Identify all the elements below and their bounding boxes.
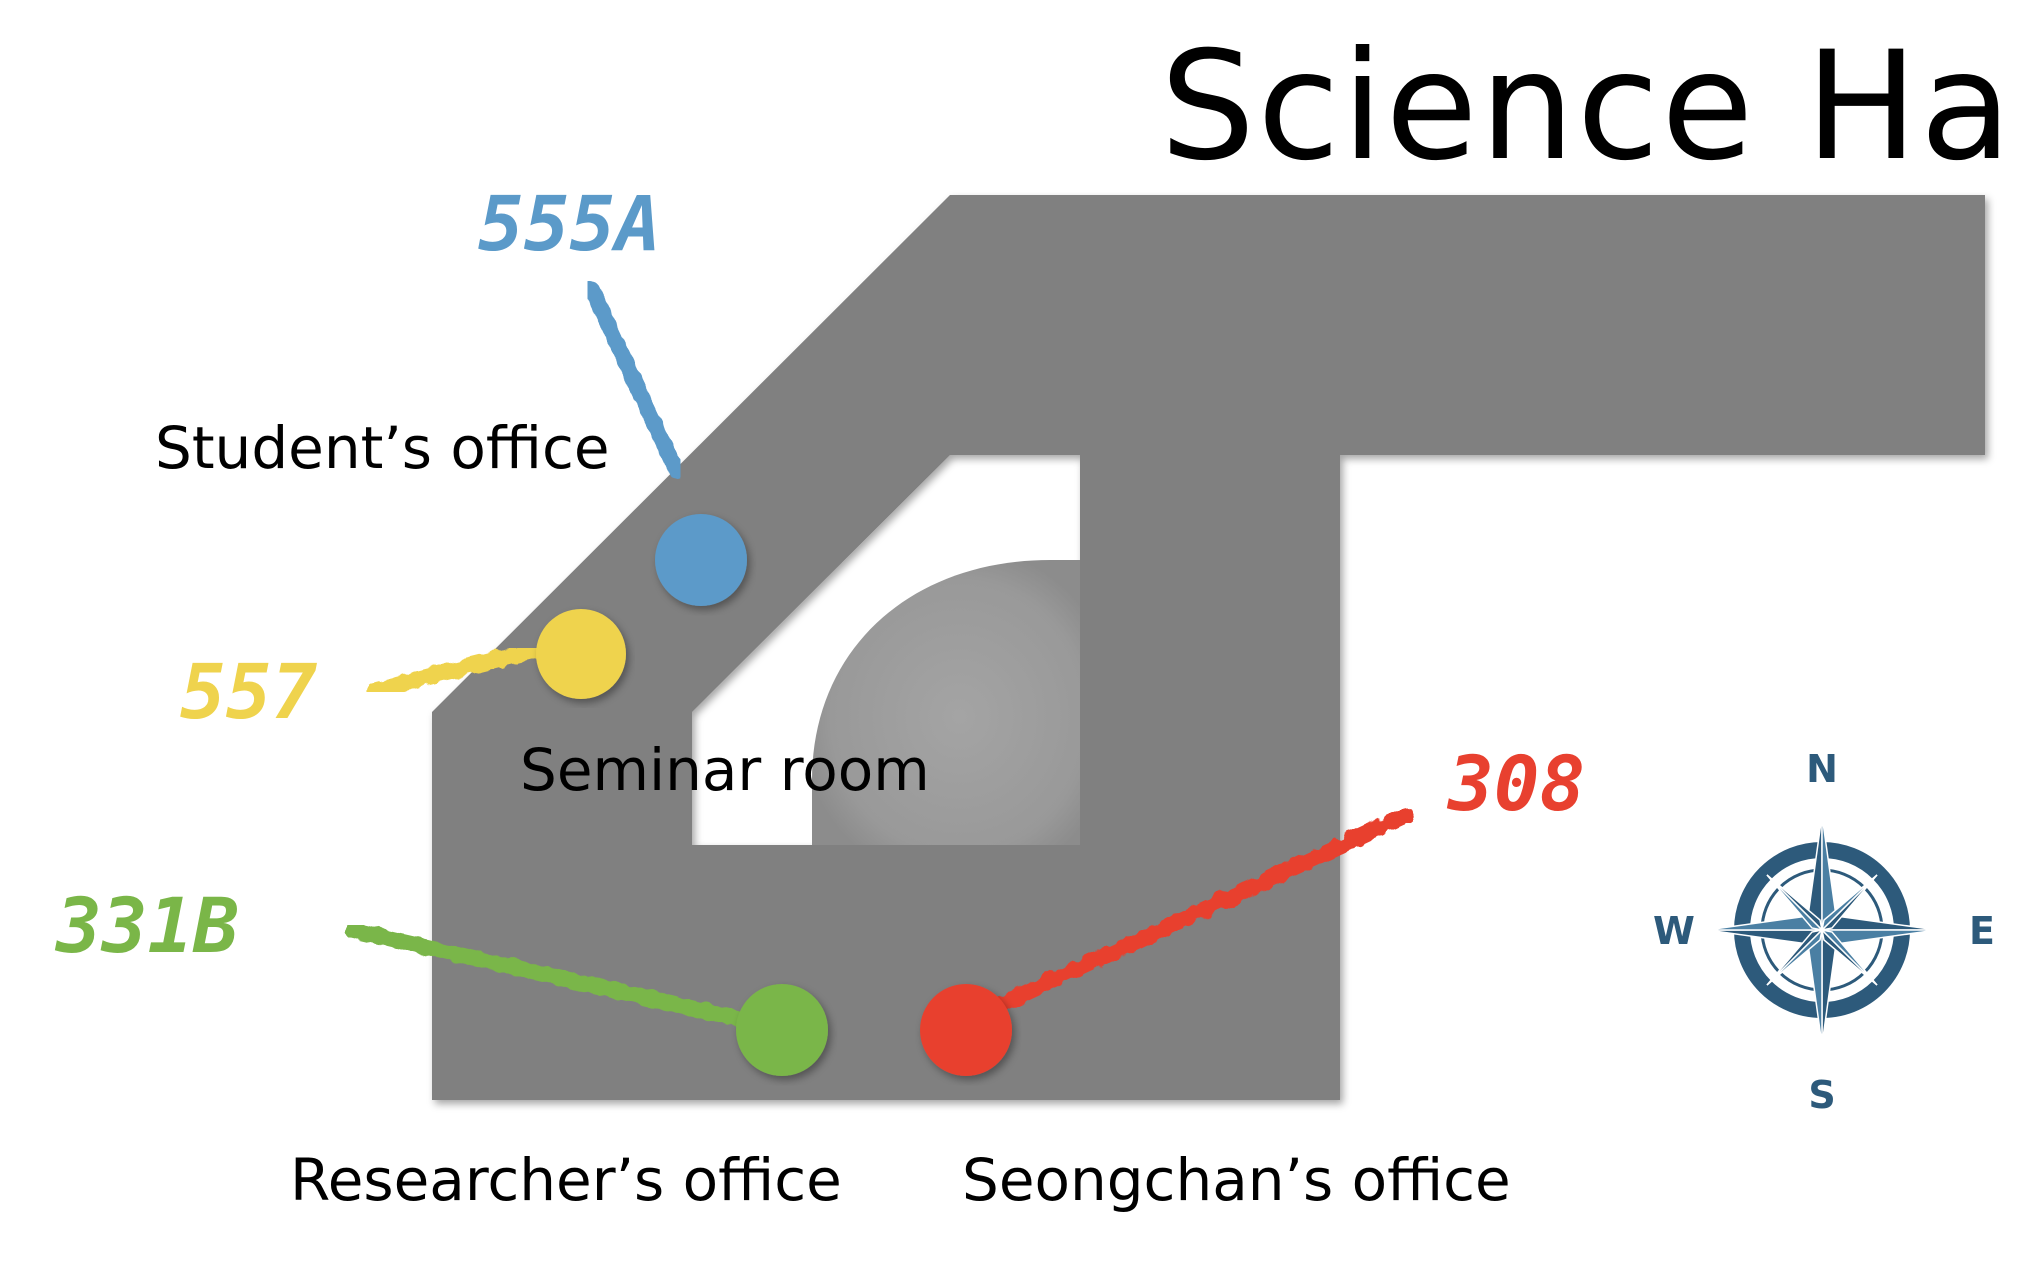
room-308-code: 308 [1446,739,1585,828]
room-331b-pointer [344,922,760,1030]
room-557: 557 Seminar room [180,609,930,804]
compass-west-label: W [1653,909,1695,953]
room-555a-marker [655,514,747,606]
building-shape [432,195,1985,1100]
room-308-pointer [992,807,1414,1013]
compass-rose: N S E W [1653,747,1995,1117]
room-557-marker [536,609,626,699]
room-555a: 555A Student’s office [155,179,747,606]
room-555a-pointer [584,282,684,478]
room-331b: 331B Researcher’s office [54,881,842,1214]
room-331b-code: 331B [54,881,239,970]
room-308-label: Seongchan’s office [962,1146,1511,1214]
room-557-code: 557 [180,647,318,736]
room-308-marker [920,984,1012,1076]
compass-north-label: N [1806,747,1838,791]
compass-south-label: S [1808,1073,1835,1117]
room-555a-code: 555A [478,179,661,268]
compass-east-label: E [1969,909,1995,953]
room-308: 308 Seongchan’s office [920,739,1585,1214]
room-557-label: Seminar room [520,736,930,804]
page-title: Science Hall [1160,20,2022,194]
dome-shape [812,560,1080,845]
room-557-pointer [366,642,543,698]
room-331b-marker [736,984,828,1076]
room-555a-label: Student’s office [155,414,610,482]
room-331b-label: Researcher’s office [290,1146,842,1214]
building-floorplan [432,195,1985,1100]
